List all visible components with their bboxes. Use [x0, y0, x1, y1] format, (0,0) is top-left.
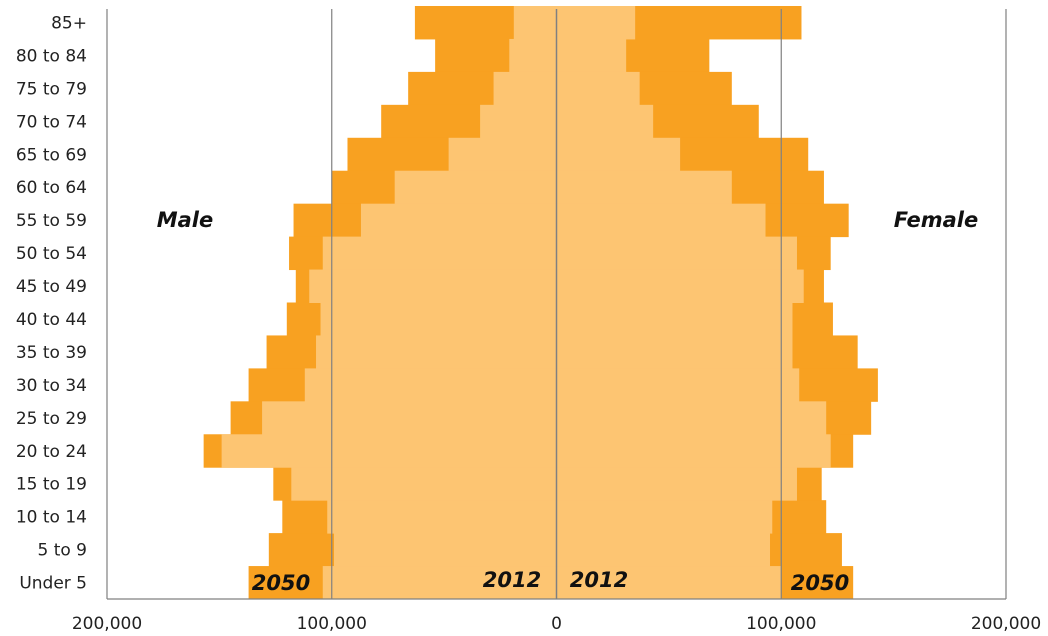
bar-male-2012-11: [304, 368, 557, 402]
bar-male-2012-14: [291, 467, 557, 501]
y-tick-label-2: 75 to 79: [16, 79, 87, 99]
bar-male-2012-17: [322, 566, 557, 600]
bar-female-2012-10: [556, 335, 793, 369]
bar-female-2012-8: [556, 269, 804, 303]
bar-male-2012-9: [320, 302, 557, 336]
bar-female-2012-3: [556, 104, 654, 139]
y-tick-label-6: 55 to 59: [16, 211, 87, 231]
y-tick-label-0: 85+: [51, 13, 87, 33]
bar-female-2012-4: [556, 137, 681, 172]
year-label-male-2012: 2012: [483, 568, 541, 592]
bar-male-2012-0: [513, 6, 557, 40]
bars-layer: [203, 6, 878, 600]
year-label-male-2050: 2050: [252, 571, 310, 595]
y-tick-label-3: 70 to 74: [16, 112, 87, 132]
bar-female-2012-15: [556, 500, 773, 534]
bar-female-2012-7: [556, 236, 797, 271]
bar-male-2012-5: [394, 170, 557, 205]
y-tick-label-10: 35 to 39: [16, 343, 87, 363]
bar-male-2012-10: [316, 335, 557, 369]
x-tick-label-1: 100,000: [297, 614, 367, 634]
bar-female-2012-0: [556, 6, 636, 40]
y-tick-label-8: 45 to 49: [16, 277, 87, 297]
male-side-label: Male: [157, 208, 214, 232]
bar-male-2012-2: [493, 71, 557, 106]
bar-female-2012-14: [556, 467, 797, 501]
bar-male-2012-16: [334, 533, 557, 567]
gridlines-layer: [106, 9, 1007, 600]
year-label-female-2050: 2050: [791, 571, 849, 595]
bar-male-2012-7: [322, 236, 557, 271]
bar-male-2012-8: [309, 269, 557, 303]
x-tick-labels: 200,000 100,000 0 100,000 200,000: [72, 614, 1041, 634]
y-tick-label-17: Under 5: [19, 574, 87, 594]
x-tick-label-3: 100,000: [746, 614, 816, 634]
bar-male-2012-6: [360, 203, 557, 238]
y-tick-label-12: 25 to 29: [16, 409, 87, 429]
bar-female-2012-12: [556, 401, 827, 435]
bar-female-2012-13: [556, 434, 831, 468]
bar-female-2012-2: [556, 71, 640, 106]
y-tick-label-15: 10 to 14: [16, 508, 87, 528]
y-tick-label-14: 15 to 19: [16, 475, 87, 495]
bar-female-2012-11: [556, 368, 800, 402]
female-side-label: Female: [894, 208, 978, 232]
y-tick-label-7: 50 to 54: [16, 244, 87, 264]
y-tick-label-4: 65 to 69: [16, 145, 87, 165]
bar-male-2012-3: [480, 104, 557, 139]
y-tick-label-9: 40 to 44: [16, 310, 87, 330]
bar-male-2012-12: [262, 401, 557, 435]
y-tick-label-16: 5 to 9: [37, 541, 87, 561]
x-tick-label-4: 200,000: [971, 614, 1041, 634]
y-tick-label-13: 20 to 24: [16, 442, 87, 462]
bar-female-2012-1: [556, 38, 627, 73]
y-tick-labels: 85+ 80 to 84 75 to 79 70 to 74 65 to 69 60 to…: [16, 13, 87, 593]
bar-female-2012-9: [556, 302, 793, 336]
bar-male-2012-15: [327, 500, 557, 534]
bar-female-2012-5: [556, 170, 732, 205]
x-tick-label-0: 200,000: [72, 614, 142, 634]
bar-female-2012-17: [556, 566, 782, 600]
x-tick-label-2: 0: [551, 614, 562, 634]
y-tick-label-1: 80 to 84: [16, 46, 87, 66]
y-tick-label-11: 30 to 34: [16, 376, 87, 396]
bar-female-2012-16: [556, 533, 771, 567]
year-label-female-2012: 2012: [570, 568, 628, 592]
bar-male-2012-4: [448, 137, 557, 172]
bar-male-2012-13: [221, 434, 557, 468]
y-tick-label-5: 60 to 64: [16, 178, 87, 198]
bar-female-2012-6: [556, 203, 766, 238]
bar-male-2012-1: [509, 38, 557, 73]
